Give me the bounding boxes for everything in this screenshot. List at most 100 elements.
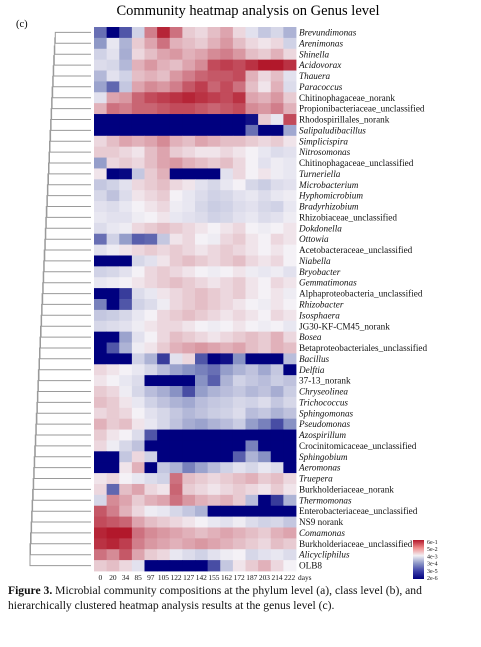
heatmap-cell-37-13-norank-20 xyxy=(106,375,120,387)
heatmap-cell-dokdonella-142 xyxy=(195,222,209,235)
heatmap-cell-betaproteobacteriales-unclassified-155 xyxy=(207,342,221,354)
heatmap-cell-turneriella-97 xyxy=(144,168,158,180)
heatmap-cell-olb8-97 xyxy=(144,560,158,572)
heatmap-cell-delftia-172 xyxy=(232,364,246,376)
heatmap-cell-arenimonas-85 xyxy=(131,37,145,50)
heatmap-cell-chitinophagaceae-unclassified-85 xyxy=(131,157,145,169)
heatmap-cell-ns9-norank-222 xyxy=(283,516,297,528)
heatmap-cell-olb8-34 xyxy=(119,560,133,572)
heatmap-cell-salipaludibacillus-127 xyxy=(182,124,196,137)
heatmap-cell-betaproteobacteriales-unclassified-0 xyxy=(94,342,108,354)
heatmap-cell-delftia-105 xyxy=(157,364,171,376)
heatmap-cell-acetobacteraceae-unclassified-162 xyxy=(220,244,234,256)
heatmap-cell-nitrosomonas-20 xyxy=(106,146,120,158)
column-labels: 0 20 34 85 97 105 122 127 142 155 162 172 187 203 214 2… xyxy=(98,573,311,582)
heatmap-cell-niabella-0 xyxy=(94,255,108,267)
heatmap-cell-acidovorax-203 xyxy=(258,59,272,71)
heatmap-cell-delftia-203 xyxy=(258,364,272,376)
heatmap-cell-microbacterium-34 xyxy=(119,179,133,191)
heatmap-cell-olb8-85 xyxy=(131,560,145,572)
row-label-enterobacteriaceae-unclassified: Enterobacteriaceae_unclassified xyxy=(299,506,418,516)
heatmap-cell-dokdonella-34 xyxy=(119,222,133,235)
heatmap-cell-enterobacteriaceae-unclassified-85 xyxy=(131,505,145,517)
heatmap-cell-crocinitomicaceae-unclassified-105 xyxy=(157,440,171,452)
heatmap-cell-propionibacteriaceae-unclassified-0 xyxy=(94,103,108,115)
heatmap-cell-trichococcus-97 xyxy=(144,396,158,409)
heatmap-cell-pseudomonas-172 xyxy=(232,418,246,430)
heatmap-cell-alicycliphilus-142 xyxy=(195,549,209,561)
heatmap-cell-thauera-172 xyxy=(232,70,246,82)
heatmap-cell-truepera-172 xyxy=(232,473,246,485)
heatmap-cell-alicycliphilus-203 xyxy=(258,549,272,561)
heatmap-cell-trichococcus-142 xyxy=(195,396,209,409)
heatmap-cell-gemmatimonas-142 xyxy=(195,277,209,289)
heatmap-cell-shinella-172 xyxy=(232,48,246,61)
heatmap-cell-rhizobacter-20 xyxy=(106,299,120,311)
heatmap-cell-shinella-34 xyxy=(119,48,133,61)
heatmap-cell-aeromonas-187 xyxy=(245,462,259,474)
heatmap-cell-alphaproteobacteria-unclassified-20 xyxy=(106,288,120,300)
heatmap-cell-bacillus-127 xyxy=(182,353,196,365)
heatmap-cell-pseudomonas-85 xyxy=(131,418,145,430)
row-label-rhodospirillales-norank: Rhodospirillales_norank xyxy=(299,115,390,125)
heatmap-cell-alicycliphilus-214 xyxy=(270,549,284,561)
heatmap-cell-microbacterium-20 xyxy=(106,179,120,191)
heatmap-cell-ottowia-85 xyxy=(131,233,145,245)
heatmap-cell-azospirillum-162 xyxy=(220,429,234,441)
heatmap-cell-nitrosomonas-214 xyxy=(270,146,284,158)
heatmap-cell-arenimonas-172 xyxy=(232,37,246,50)
heatmap-cell-sphingobium-187 xyxy=(245,451,259,463)
heatmap-cell-burkholderiaceae-norank-0 xyxy=(94,483,108,496)
heatmap-cell-thermomonas-222 xyxy=(283,494,297,507)
heatmap-cell-truepera-162 xyxy=(220,473,234,485)
heatmap-cell-chitinophagaceae-unclassified-203 xyxy=(258,157,272,169)
heatmap-cell-rhodospirillales-norank-172 xyxy=(232,114,246,126)
heatmap-cell-turneriella-142 xyxy=(195,168,209,180)
heatmap-cell-thermomonas-214 xyxy=(270,494,284,507)
heatmap-cell-olb8-142 xyxy=(195,560,209,572)
heatmap-cell-arenimonas-122 xyxy=(169,37,183,50)
heatmap-cell-burkholderiaceae-unclassified-85 xyxy=(131,538,145,550)
heatmap-cell-paracoccus-203 xyxy=(258,81,272,93)
heatmap-cell-burkholderiaceae-norank-127 xyxy=(182,483,196,496)
heatmap-cell-comamonas-34 xyxy=(119,527,133,539)
heatmap-cell-arenimonas-162 xyxy=(220,37,234,50)
heatmap-cell-sphingomonas-162 xyxy=(220,407,234,420)
heatmap-cell-simplicispira-97 xyxy=(144,135,158,148)
row-label-chryseolinea: Chryseolinea xyxy=(299,387,348,397)
heatmap-cell-isosphaera-97 xyxy=(144,309,158,322)
heatmap-cell-delftia-222 xyxy=(283,364,297,376)
heatmap-cell-ottowia-214 xyxy=(270,233,284,245)
column-label-155: 155 xyxy=(208,573,219,582)
heatmap-cell-truepera-187 xyxy=(245,473,259,485)
heatmap-cell-simplicispira-162 xyxy=(220,135,234,148)
heatmap-cell-crocinitomicaceae-unclassified-222 xyxy=(283,440,297,452)
row-label-ottowia: Ottowia xyxy=(299,234,329,244)
row-label-gemmatimonas: Gemmatimonas xyxy=(299,278,357,288)
heatmap-cell-burkholderiaceae-norank-187 xyxy=(245,483,259,496)
heatmap-cell-trichococcus-214 xyxy=(270,396,284,409)
heatmap-cell-ottowia-187 xyxy=(245,233,259,245)
heatmap-cell-alphaproteobacteria-unclassified-155 xyxy=(207,288,221,300)
heatmap-cell-hyphomicrobium-97 xyxy=(144,190,158,202)
heatmap-cell-thermomonas-172 xyxy=(232,494,246,507)
heatmap-cell-chitinophagaceae-norank-172 xyxy=(232,92,246,104)
heatmap-cell-acetobacteraceae-unclassified-0 xyxy=(94,244,108,256)
heatmap-cell-thauera-122 xyxy=(169,70,183,82)
heatmap-cell-truepera-0 xyxy=(94,473,108,485)
heatmap-cell-ns9-norank-34 xyxy=(119,516,133,528)
heatmap-cell-chitinophagaceae-unclassified-142 xyxy=(195,157,209,169)
heatmap-cell-bryobacter-142 xyxy=(195,266,209,278)
heatmap-cell-enterobacteriaceae-unclassified-214 xyxy=(270,505,284,517)
heatmap-cell-chryseolinea-20 xyxy=(106,386,120,398)
heatmap-cell-sphingobium-127 xyxy=(182,451,196,463)
heatmap-cell-bryobacter-172 xyxy=(232,266,246,278)
legend-label: 4e-3 xyxy=(427,554,438,560)
heatmap-cell-rhizobiaceae-unclassified-162 xyxy=(220,211,234,224)
heatmap-cell-bosea-122 xyxy=(169,331,183,343)
heatmap-cell-rhizobiaceae-unclassified-34 xyxy=(119,211,133,224)
heatmap-cell-bosea-105 xyxy=(157,331,171,343)
heatmap-cell-simplicispira-187 xyxy=(245,135,259,148)
heatmap-cell-comamonas-20 xyxy=(106,527,120,539)
heatmap-cell-paracoccus-127 xyxy=(182,81,196,93)
